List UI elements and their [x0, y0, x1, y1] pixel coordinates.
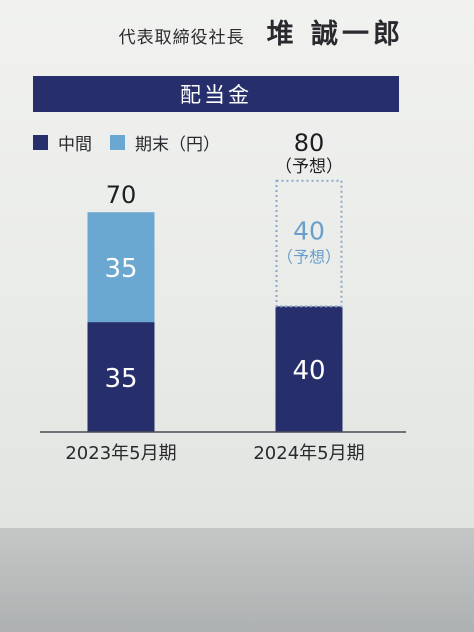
- header: 代表取締役社長 堆 誠一郎: [119, 12, 404, 51]
- legend-item-year-end: 期末（円）: [110, 130, 220, 155]
- total-label-0: 70: [106, 181, 137, 209]
- bar-interim-0: [87, 322, 155, 432]
- legend-swatch-interim: [33, 135, 48, 150]
- x-tick-label-0: 2023年5月期: [65, 443, 176, 464]
- forecast-note-year-end-1: （予想）: [277, 248, 341, 267]
- value-label-interim-1: 40: [292, 356, 325, 386]
- legend-label-interim: 中間: [58, 135, 92, 155]
- banner-label: 配当金: [180, 83, 252, 107]
- x-tick-label-1: 2024年5月期: [253, 443, 364, 464]
- value-label-year-end-0: 35: [104, 254, 137, 284]
- table-surface: [0, 528, 474, 632]
- forecast-note-total-1: （予想）: [275, 157, 343, 177]
- bar-interim-1: [275, 306, 343, 432]
- section-banner: 配当金: [33, 76, 399, 112]
- legend-item-interim: 中間: [33, 130, 92, 155]
- value-label-interim-0: 35: [104, 364, 137, 394]
- executive-title: 代表取締役社長: [118, 28, 245, 48]
- legend-swatch-year-end: [110, 135, 125, 150]
- total-label-1: 80: [294, 129, 325, 157]
- chart-legend: 中間 期末（円）: [33, 130, 220, 155]
- executive-name: 堆 誠一郎: [266, 19, 404, 50]
- bar-year-end-0: [87, 212, 155, 323]
- value-label-year-end-1: 40: [293, 217, 325, 246]
- legend-label-year-end: 期末（円）: [135, 135, 220, 155]
